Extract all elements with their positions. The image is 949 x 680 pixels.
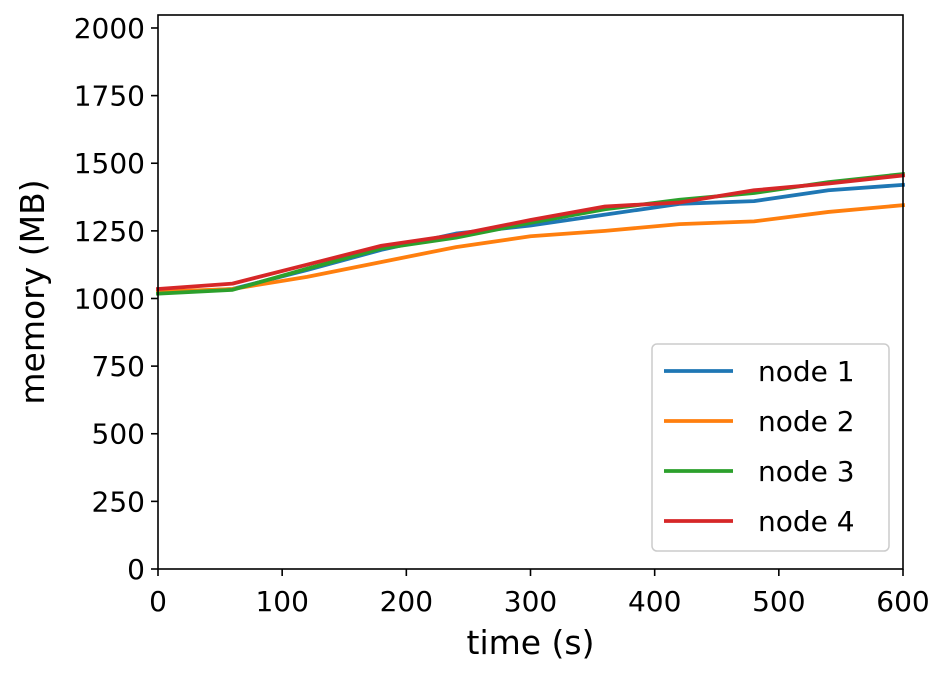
y-tick-label: 2000 bbox=[74, 12, 145, 45]
y-tick-label: 1000 bbox=[74, 282, 145, 315]
y-tick-label: 500 bbox=[92, 418, 145, 451]
series-line-2 bbox=[156, 203, 906, 294]
y-tick-label: 250 bbox=[92, 485, 145, 518]
x-axis: 0 100 200 300 400 500 600 bbox=[149, 569, 930, 618]
y-tick-label: 750 bbox=[92, 350, 145, 383]
legend-box bbox=[651, 343, 890, 552]
x-tick-label: 400 bbox=[628, 585, 681, 618]
x-tick-label: 300 bbox=[504, 585, 557, 618]
x-axis-title: time (s) bbox=[467, 623, 595, 662]
x-tick-label: 200 bbox=[380, 585, 433, 618]
y-axis-title: memory (MB) bbox=[13, 179, 52, 404]
legend-label-3: node 3 bbox=[758, 455, 855, 488]
legend-label-4: node 4 bbox=[758, 505, 855, 538]
y-tick-label: 0 bbox=[127, 553, 145, 586]
legend-label-1: node 1 bbox=[758, 355, 855, 388]
series-layer bbox=[155, 171, 906, 296]
legend: node 1 node 2 node 3 node 4 bbox=[651, 343, 890, 552]
series-line-4 bbox=[155, 173, 906, 292]
y-tick-label: 1250 bbox=[74, 215, 145, 248]
x-tick-label: 100 bbox=[255, 585, 308, 618]
y-tick-label: 1750 bbox=[74, 80, 145, 113]
legend-label-2: node 2 bbox=[758, 405, 855, 438]
x-tick-label: 0 bbox=[149, 585, 167, 618]
x-tick-label: 500 bbox=[752, 585, 805, 618]
y-tick-label: 1500 bbox=[74, 147, 145, 180]
x-tick-label: 600 bbox=[876, 585, 929, 618]
y-axis: 0 250 500 750 1000 1250 1500 1750 2000 bbox=[74, 12, 158, 586]
